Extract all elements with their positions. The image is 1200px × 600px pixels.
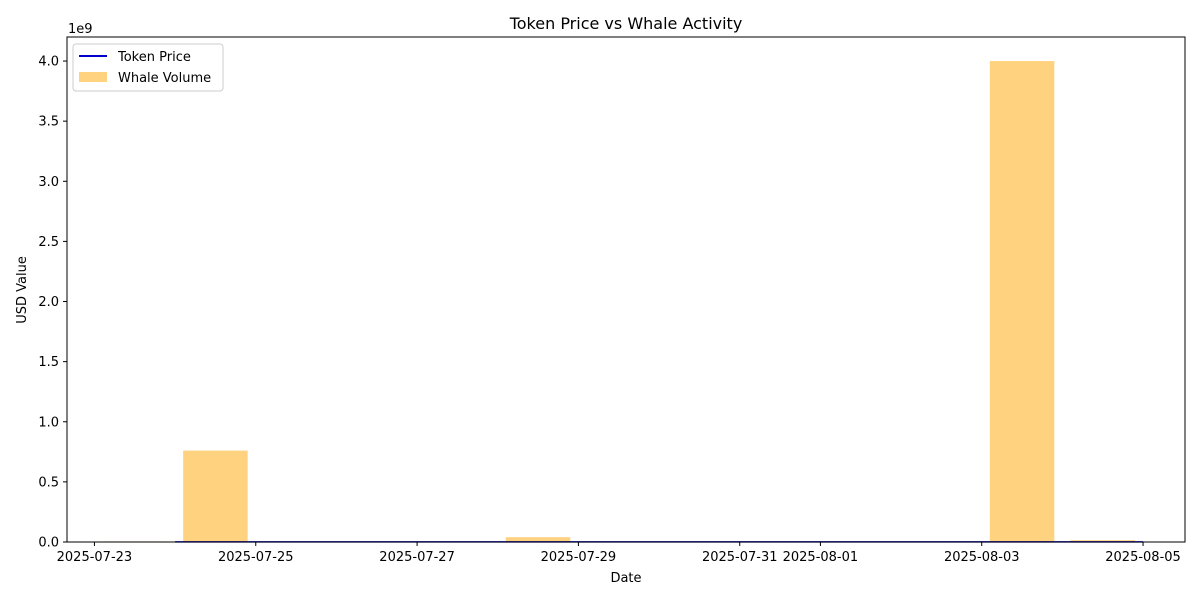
- y-tick-label-8: 4.0: [38, 55, 59, 70]
- legend: Token Price Whale Volume: [72, 43, 224, 92]
- x-tick-label-7: 2025-08-05: [1105, 550, 1181, 565]
- y-axis-label: USD Value: [15, 256, 30, 324]
- x-axis-label: Date: [610, 571, 641, 586]
- plot-frame: [66, 36, 1186, 543]
- x-tick-label-2: 2025-07-27: [379, 550, 455, 565]
- y-axis: 0.0 0.5 1.0 1.5 2.0 2.5 3.0 3.5 4.0: [38, 55, 67, 551]
- x-axis: 2025-07-23 2025-07-25 2025-07-27 2025-07-29…: [57, 542, 1181, 565]
- y-tick-label-2: 1.0: [38, 415, 59, 430]
- legend-whale-volume-swatch: [79, 72, 107, 82]
- chart-title: Token Price vs Whale Activity: [509, 14, 743, 33]
- y-tick-label-6: 3.0: [38, 175, 59, 190]
- whale-volume-bar-1: [183, 450, 248, 542]
- whale-volume-bar-3: [989, 61, 1055, 543]
- whale-volume-bar-4: [1070, 540, 1135, 542]
- x-tick-label-4: 2025-07-31: [702, 550, 778, 565]
- y-tick-label-5: 2.5: [38, 235, 59, 250]
- y-tick-label-4: 2.0: [38, 295, 59, 310]
- legend-whale-volume-label: Whale Volume: [118, 71, 211, 86]
- x-tick-label-5: 2025-08-01: [783, 550, 859, 565]
- x-tick-label-3: 2025-07-29: [541, 550, 617, 565]
- y-tick-label-0: 0.0: [38, 536, 59, 551]
- legend-token-price-label: Token Price: [117, 50, 191, 65]
- bars-layer: [102, 61, 1135, 543]
- y-tick-label-1: 0.5: [38, 475, 59, 490]
- legend-box: [72, 43, 224, 92]
- y-axis-offset-label: 1e9: [68, 22, 93, 37]
- x-tick-label-1: 2025-07-25: [218, 550, 294, 565]
- x-tick-label-6: 2025-08-03: [944, 550, 1020, 565]
- y-tick-label-7: 3.5: [38, 115, 59, 130]
- y-tick-label-3: 1.5: [38, 355, 59, 370]
- whale-volume-bar-2: [505, 537, 571, 542]
- x-tick-label-0: 2025-07-23: [57, 550, 133, 565]
